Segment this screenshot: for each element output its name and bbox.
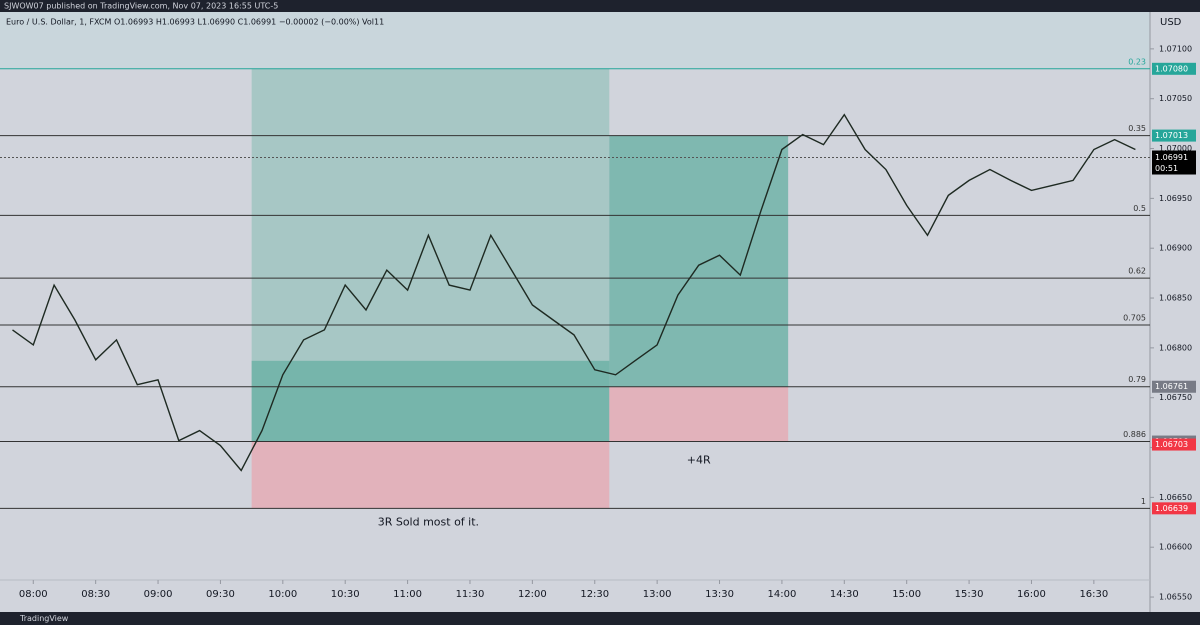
price-tag-label: 1.06639: [1155, 504, 1188, 513]
x-tick-label: 14:00: [768, 589, 797, 600]
footer-bar: [0, 612, 1200, 625]
x-tick-label: 15:00: [892, 589, 921, 600]
x-tick-label: 10:30: [331, 589, 360, 600]
upper-zone: [0, 12, 1150, 69]
x-tick-label: 13:30: [705, 589, 734, 600]
y-tick-label: 1.06950: [1159, 194, 1192, 203]
y-tick-label: 1.07050: [1159, 94, 1192, 103]
x-tick-label: 12:30: [580, 589, 609, 600]
x-tick-label: 16:30: [1079, 589, 1108, 600]
price-tag: [1152, 62, 1196, 75]
y-tick-label: 1.06900: [1159, 244, 1192, 253]
price-tag: [1152, 438, 1196, 451]
profit-zone: [251, 68, 610, 442]
y-tick-label: 1.06550: [1159, 593, 1192, 602]
profit-zone: [609, 135, 789, 387]
annotation: 3R Sold most of it.: [378, 515, 479, 528]
header-bar: [0, 0, 1200, 12]
fib-ratio: 0.886: [1123, 430, 1146, 439]
currency: USD: [1160, 17, 1182, 28]
current-price-tag: [1152, 150, 1196, 175]
x-tick-label: 10:00: [268, 589, 297, 600]
fib-ratio: 0.5: [1133, 204, 1146, 213]
price-tag-label: 1.06761: [1155, 382, 1188, 391]
price-tag: [1152, 502, 1196, 515]
x-tick-label: 12:00: [518, 589, 547, 600]
x-tick-label: 09:30: [206, 589, 235, 600]
x-tick-label: 14:30: [830, 589, 859, 600]
price-tag-label: 1.06703: [1155, 440, 1188, 449]
chart-title: Euro / U.S. Dollar, 1, FXCM O1.06993 H1.…: [6, 18, 384, 27]
fib-ratio: 0.23: [1128, 57, 1146, 66]
current-price-label: 1.06991: [1155, 153, 1188, 162]
annotation: +4R: [687, 453, 711, 466]
x-tick-label: 11:30: [456, 589, 485, 600]
x-tick-label: 13:00: [643, 589, 672, 600]
footer[interactable]: TradingView: [19, 614, 69, 623]
y-tick-label: 1.06850: [1159, 294, 1192, 303]
countdown: 00:51: [1155, 164, 1178, 173]
partial-zone: [251, 360, 610, 442]
y-tick-label: 1.06800: [1159, 343, 1192, 352]
fib-ratio: 0.705: [1123, 313, 1146, 322]
header: SJWOW07 published on TradingView.com, No…: [4, 2, 278, 11]
y-tick-label: 1.06650: [1159, 493, 1192, 502]
x-tick-label: 16:00: [1017, 589, 1046, 600]
loss-zone: [609, 386, 789, 442]
x-tick-label: 08:30: [81, 589, 110, 600]
y-tick-label: 1.07100: [1159, 44, 1192, 53]
price-tag: [1152, 129, 1196, 142]
price-tag: [1152, 380, 1196, 393]
price-tag-label: 1.07013: [1155, 131, 1188, 140]
fib-ratio: 0.79: [1128, 375, 1146, 384]
x-tick-label: 08:00: [19, 589, 48, 600]
y-tick-label: 1.07000: [1159, 144, 1192, 153]
loss-zone: [251, 441, 610, 509]
fib-ratio: 1: [1141, 497, 1146, 506]
price-line: [12, 113, 1136, 472]
price-tag-label: 1.07080: [1155, 64, 1188, 73]
fib-ratio: 0.35: [1128, 124, 1146, 133]
y-tick-label: 1.06600: [1159, 543, 1192, 552]
x-tick-label: 09:00: [144, 589, 173, 600]
x-tick-label: 11:00: [393, 589, 422, 600]
y-tick-label: 1.06750: [1159, 393, 1192, 402]
x-tick-label: 15:30: [955, 589, 984, 600]
fib-ratio: 0.62: [1128, 267, 1146, 276]
